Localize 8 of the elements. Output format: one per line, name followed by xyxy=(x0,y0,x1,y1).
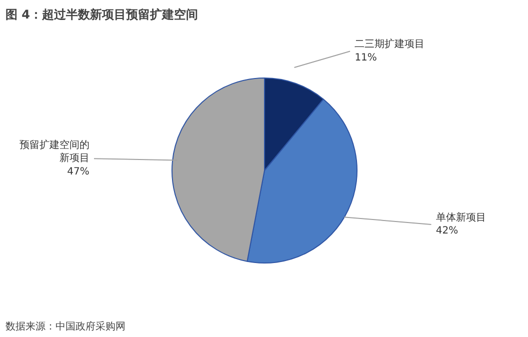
slice-label: 二三期扩建项目 xyxy=(354,38,425,50)
data-label: 42% xyxy=(436,226,458,237)
slice-label: 单体新项目 xyxy=(436,211,486,224)
source-note: 数据来源：中国政府采购网 xyxy=(6,320,126,332)
data-label: 11% xyxy=(354,52,377,64)
chart-title: 图 4：超过半数新项目预留扩建空间 xyxy=(6,8,198,22)
slice-label: 预留扩建空间的新项目 xyxy=(19,138,90,164)
data-label: 47% xyxy=(67,166,90,178)
